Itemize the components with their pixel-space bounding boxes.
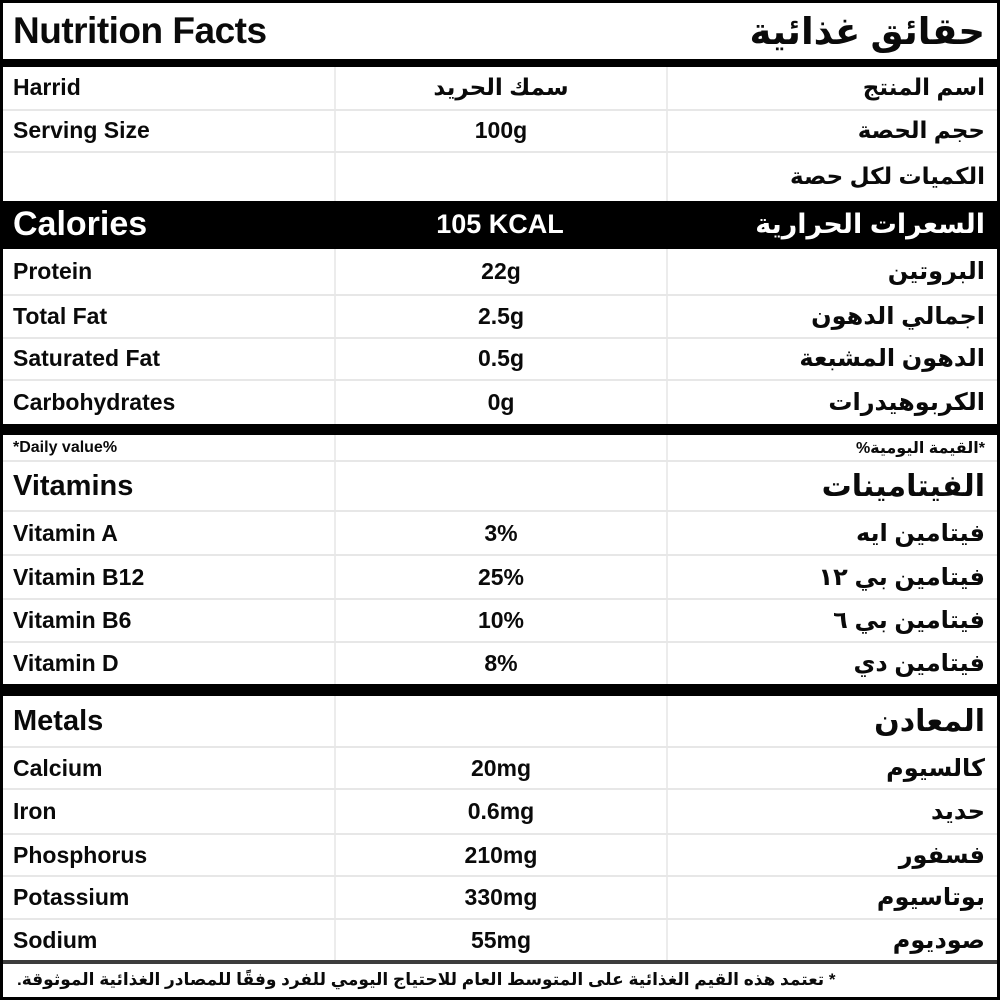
vitamin-b6-label-english: Vitamin B6 — [13, 607, 132, 634]
title-arabic: حقائق غذائية — [749, 10, 986, 52]
serving-size-english: Serving Size — [13, 117, 150, 144]
potassium-label-arabic: بوتاسيوم — [665, 877, 997, 919]
row-vitamin-b6: Vitamin B6 10% فيتامين بي ٦ — [3, 598, 997, 642]
calcium-value: 20mg — [334, 748, 665, 789]
carbohydrates-value: 0g — [334, 380, 665, 424]
title-row: Nutrition Facts حقائق غذائية — [3, 3, 997, 59]
vitamin-d-label-english: Vitamin D — [13, 650, 119, 677]
amount-per-serving-value — [334, 152, 665, 201]
vitamin-b6-value: 10% — [334, 600, 665, 642]
product-name-value: سمك الحريد — [334, 66, 665, 109]
calcium-label-english: Calcium — [13, 754, 103, 781]
row-vitamin-a: Vitamin A 3% فيتامين ايه — [3, 510, 997, 555]
protein-value: 22g — [334, 248, 665, 294]
vitamins-header-spacer — [334, 462, 665, 511]
vitamin-d-value: 8% — [334, 643, 665, 685]
section-separator-bar — [3, 59, 997, 67]
daily-value-spacer — [334, 435, 665, 461]
row-daily-value: *Daily value% *القيمة اليومية% — [3, 435, 997, 461]
row-serving-size: Serving Size 100g حجم الحصة — [3, 108, 997, 151]
total-fat-label-arabic: اجمالي الدهون — [665, 295, 997, 337]
row-calcium: Calcium 20mg كالسيوم — [3, 746, 997, 789]
phosphorus-label-arabic: فسفور — [665, 835, 997, 876]
calories-label-english: Calories — [13, 205, 148, 244]
phosphorus-label-english: Phosphorus — [13, 841, 148, 868]
vitamin-a-value: 3% — [334, 512, 665, 555]
total-fat-label-english: Total Fat — [13, 302, 108, 329]
carbohydrates-label-arabic: الكربوهيدرات — [665, 380, 997, 424]
calories-banner: Calories 105 KCAL السعرات الحرارية — [3, 200, 997, 249]
phosphorus-value: 210mg — [334, 835, 665, 876]
potassium-value: 330mg — [334, 877, 665, 919]
protein-label-arabic: البروتين — [665, 248, 997, 294]
vitamin-b12-label-arabic: فيتامين بي ١٢ — [665, 556, 997, 599]
carbohydrates-label-english: Carbohydrates — [13, 388, 176, 415]
sodium-label-arabic: صوديوم — [665, 920, 997, 961]
row-carbohydrates: Carbohydrates 0g الكربوهيدرات — [3, 378, 997, 424]
calories-label-arabic: السعرات الحرارية — [755, 209, 985, 240]
section-separator-bar — [3, 423, 997, 436]
row-total-fat: Total Fat 2.5g اجمالي الدهون — [3, 293, 997, 337]
vitamins-header-english: Vitamins — [13, 469, 134, 502]
calcium-label-arabic: كالسيوم — [665, 748, 997, 789]
row-product-name: Harrid سمك الحريد اسم المنتج — [3, 66, 997, 109]
vitamin-a-label-arabic: فيتامين ايه — [665, 512, 997, 555]
vitamins-header-arabic: الفيتامينات — [665, 462, 997, 511]
sodium-label-english: Sodium — [13, 926, 98, 953]
saturated-fat-value: 0.5g — [334, 338, 665, 379]
amount-per-serving-english — [3, 153, 334, 201]
total-fat-value: 2.5g — [334, 295, 665, 337]
protein-label-english: Protein — [13, 257, 93, 284]
iron-label-arabic: حديد — [665, 790, 997, 834]
row-phosphorus: Phosphorus 210mg فسفور — [3, 833, 997, 876]
title-english: Nutrition Facts — [13, 10, 267, 51]
row-vitamin-b12: Vitamin B12 25% فيتامين بي ١٢ — [3, 554, 997, 599]
sodium-value: 55mg — [334, 920, 665, 961]
row-vitamin-d: Vitamin D 8% فيتامين دي — [3, 641, 997, 685]
row-iron: Iron 0.6mg حديد — [3, 788, 997, 834]
saturated-fat-label-arabic: الدهون المشبعة — [665, 338, 997, 379]
title-spacer — [334, 3, 665, 59]
metals-header-spacer — [334, 696, 665, 747]
vitamin-d-label-arabic: فيتامين دي — [665, 643, 997, 685]
daily-value-english: *Daily value% — [13, 438, 118, 456]
section-separator-bar — [3, 684, 997, 697]
product-name-english: Harrid — [13, 74, 81, 101]
iron-value: 0.6mg — [334, 790, 665, 834]
metals-section-header: Metals المعادن — [3, 696, 997, 747]
amount-per-serving-arabic: الكميات لكل حصة — [665, 152, 997, 201]
vitamins-section-header: Vitamins الفيتامينات — [3, 460, 997, 511]
metals-header-arabic: المعادن — [665, 696, 997, 747]
serving-size-arabic: حجم الحصة — [665, 110, 997, 151]
vitamin-b12-value: 25% — [334, 556, 665, 599]
footnote: * تعتمد هذه القيم الغذائية على المتوسط ا… — [17, 970, 836, 990]
daily-value-arabic: *القيمة اليومية% — [665, 435, 997, 461]
row-protein: Protein 22g البروتين — [3, 248, 997, 294]
iron-label-english: Iron — [13, 798, 57, 825]
saturated-fat-label-english: Saturated Fat — [13, 345, 160, 372]
potassium-label-english: Potassium — [13, 884, 130, 911]
vitamin-a-label-english: Vitamin A — [13, 519, 118, 546]
product-name-arabic: اسم المنتج — [665, 66, 997, 109]
row-potassium: Potassium 330mg بوتاسيوم — [3, 875, 997, 919]
footer-separator-line — [3, 960, 997, 964]
row-sodium: Sodium 55mg صوديوم — [3, 918, 997, 961]
row-amount-per-serving: الكميات لكل حصة — [3, 150, 997, 201]
calories-value: 105 KCAL — [436, 209, 564, 240]
serving-size-value: 100g — [334, 110, 665, 151]
metals-header-english: Metals — [13, 704, 104, 737]
vitamin-b6-label-arabic: فيتامين بي ٦ — [665, 600, 997, 642]
row-saturated-fat: Saturated Fat 0.5g الدهون المشبعة — [3, 336, 997, 379]
vitamin-b12-label-english: Vitamin B12 — [13, 563, 145, 590]
